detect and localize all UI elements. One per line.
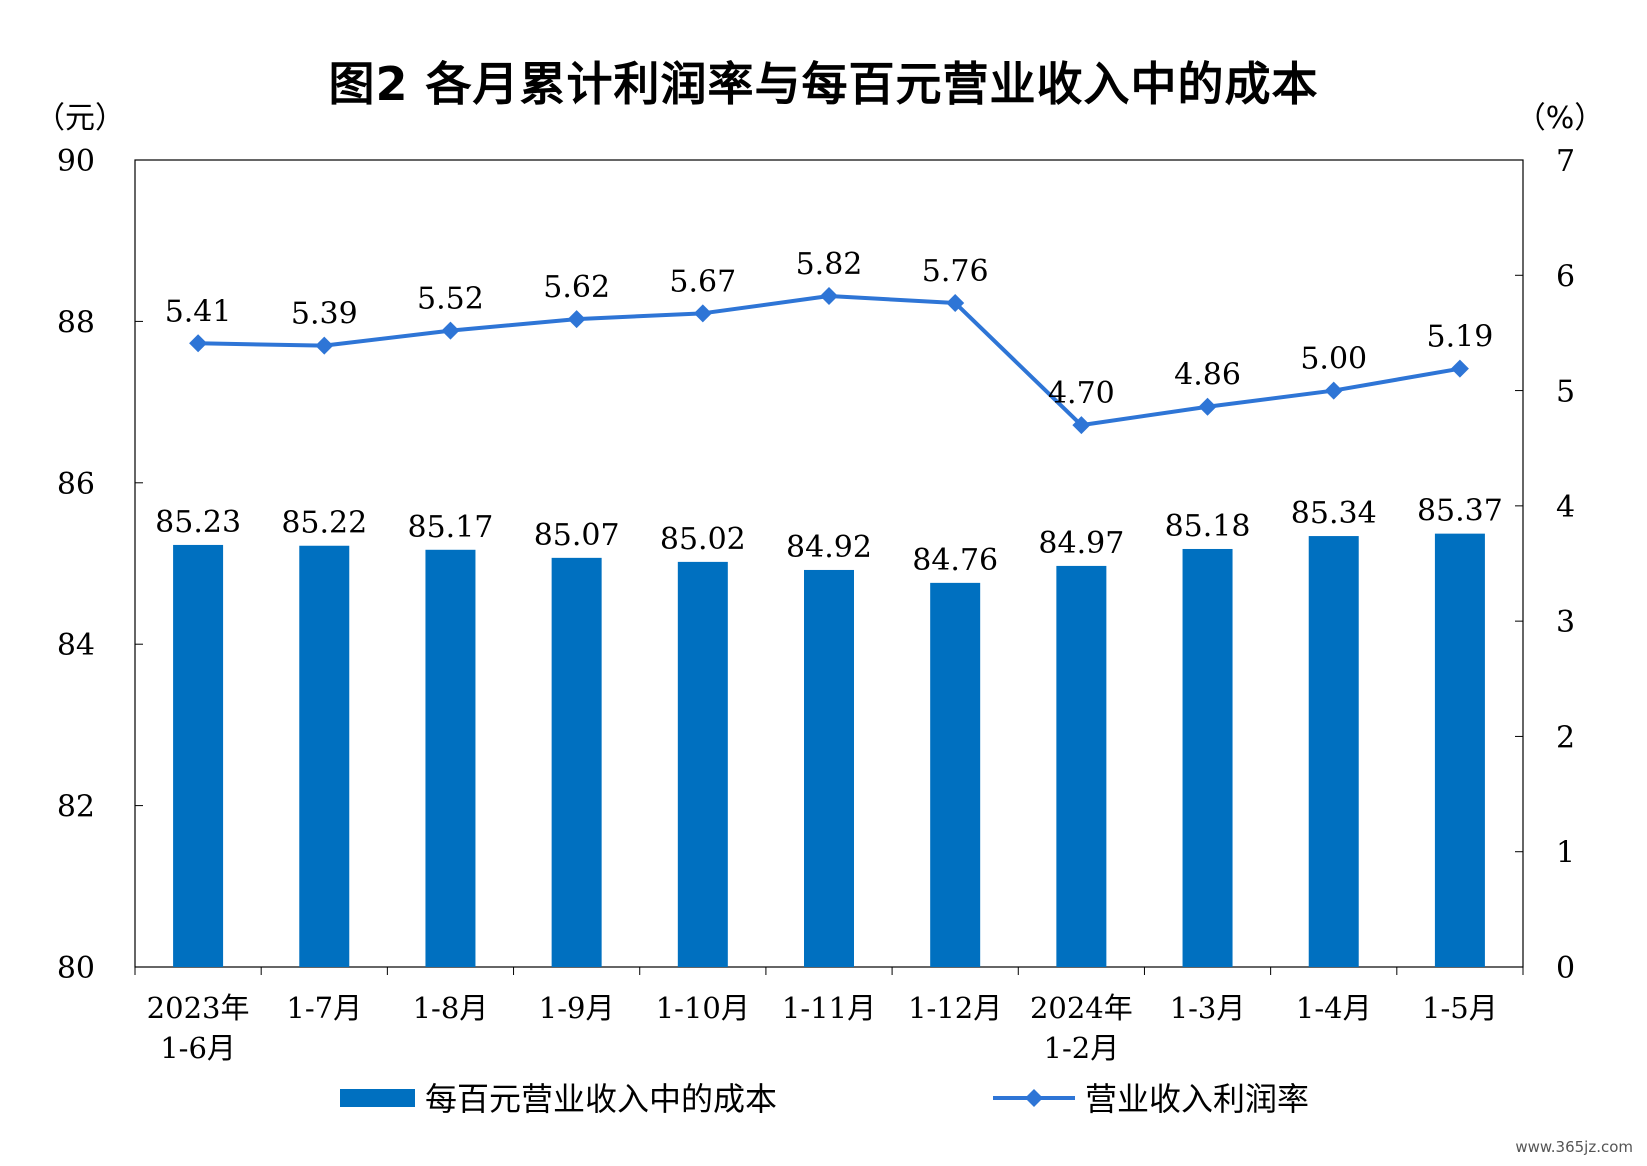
right-tick-label: 6 (1556, 259, 1575, 294)
x-category-label: 1-6月 (160, 1031, 236, 1065)
right-tick-label: 7 (1556, 144, 1575, 179)
cost-bar-value-label: 85.23 (155, 505, 241, 540)
profit-rate-marker (693, 304, 712, 323)
cost-bar (930, 582, 981, 967)
profit-rate-value-label: 5.67 (669, 264, 736, 299)
cost-bar-value-label: 85.17 (408, 510, 494, 545)
profit-rate-marker (820, 287, 838, 306)
cost-bar (1434, 533, 1485, 967)
cost-bar (425, 549, 476, 967)
profit-rate-value-label: 4.86 (1174, 358, 1241, 393)
x-category-label: 1-5月 (1422, 991, 1498, 1025)
profit-rate-value-label: 5.52 (417, 282, 484, 317)
cost-bar-value-label: 85.18 (1165, 509, 1251, 544)
right-tick-label: 1 (1556, 836, 1575, 871)
cost-bar-value-label: 84.76 (912, 543, 998, 578)
left-tick-label: 80 (57, 951, 95, 986)
cost-bar-value-label: 85.07 (534, 518, 620, 553)
profit-rate-value-label: 5.41 (165, 294, 232, 329)
cost-bar (299, 545, 350, 967)
legend-line-marker (1025, 1089, 1043, 1107)
left-tick-label: 88 (57, 305, 95, 340)
cost-bar (677, 561, 728, 967)
x-category-label: 1-7月 (286, 991, 362, 1025)
profit-rate-marker (567, 310, 586, 329)
profit-rate-value-label: 5.76 (922, 254, 989, 289)
x-category-label: 2024年 (1030, 991, 1133, 1025)
profit-rate-value-label: 5.62 (543, 270, 610, 305)
axes-layer: 80 82 84 86 88 90 （元） 0 1 2 3 4 5 6 7 （%） 2023年 1-6月 1-7月 1… (35, 101, 1604, 1065)
profit-rate-marker (315, 336, 334, 355)
x-category-label: 1-10月 (656, 991, 750, 1025)
bars-layer (173, 533, 1485, 967)
profit-rate-marker (1450, 359, 1469, 378)
x-category-label: 1-9月 (539, 991, 615, 1025)
x-category-label: 2023年 (147, 991, 250, 1025)
profit-rate-marker (189, 334, 208, 353)
profit-rate-marker (1072, 416, 1091, 435)
x-category-label: 1-11月 (782, 991, 876, 1025)
right-tick-label: 2 (1556, 720, 1575, 755)
x-category-label: 1-2月 (1044, 1031, 1120, 1065)
chart-title: 图2 各月累计利润率与每百元营业收入中的成本 (328, 57, 1319, 111)
legend-bar-label: 每百元营业收入中的成本 (425, 1080, 777, 1118)
x-category-label: 1-8月 (413, 991, 489, 1025)
profit-rate-marker (946, 293, 965, 312)
x-category-label: 1-12月 (908, 991, 1002, 1025)
cost-bar-value-label: 85.34 (1291, 496, 1377, 531)
profit-rate-marker (1198, 397, 1217, 416)
profit-rate-marker (1324, 381, 1343, 400)
left-tick-label: 84 (57, 628, 95, 663)
legend-layer: 每百元营业收入中的成本 营业收入利润率 (340, 1080, 1309, 1118)
profit-rate-value-label: 5.19 (1427, 320, 1494, 355)
x-category-label: 1-3月 (1170, 991, 1246, 1025)
right-tick-label: 5 (1556, 375, 1575, 410)
profit-rate-value-label: 5.82 (796, 247, 863, 282)
cost-bar (1182, 548, 1233, 967)
legend-bar-swatch (340, 1089, 415, 1107)
left-tick-label: 86 (57, 467, 95, 502)
labels-layer: 85.23 85.22 85.17 85.07 85.02 84.92 84.76 84.97… (155, 247, 1503, 578)
cost-bar (1308, 536, 1359, 967)
cost-bar-value-label: 85.02 (660, 522, 746, 557)
x-category-label: 1-4月 (1296, 991, 1372, 1025)
profit-rate-value-label: 5.00 (1300, 342, 1367, 377)
cost-bar-value-label: 85.37 (1417, 494, 1503, 529)
right-axis-unit: （%） (1516, 101, 1605, 136)
cost-bar (551, 557, 602, 967)
cost-bar (1056, 565, 1107, 967)
profit-rate-value-label: 4.70 (1048, 376, 1115, 411)
legend-line-label: 营业收入利润率 (1085, 1080, 1309, 1118)
right-tick-label: 3 (1556, 605, 1575, 640)
line-layer (189, 287, 1469, 435)
left-axis-unit: （元） (35, 101, 125, 136)
cost-bar-value-label: 85.22 (281, 506, 367, 541)
left-tick-label: 90 (57, 144, 95, 179)
cost-bar (804, 569, 854, 967)
profit-rate-marker (441, 321, 460, 340)
profit-rate-line (198, 294, 1461, 428)
right-tick-label: 0 (1556, 951, 1575, 986)
cost-bar-value-label: 84.92 (786, 530, 872, 565)
profit-rate-value-label: 5.39 (291, 297, 358, 332)
right-tick-label: 4 (1556, 490, 1575, 525)
cost-bar-value-label: 84.97 (1038, 526, 1124, 561)
left-tick-label: 82 (57, 790, 95, 825)
cost-bar (173, 544, 224, 967)
watermark: www.365jz.com (1515, 1138, 1633, 1156)
